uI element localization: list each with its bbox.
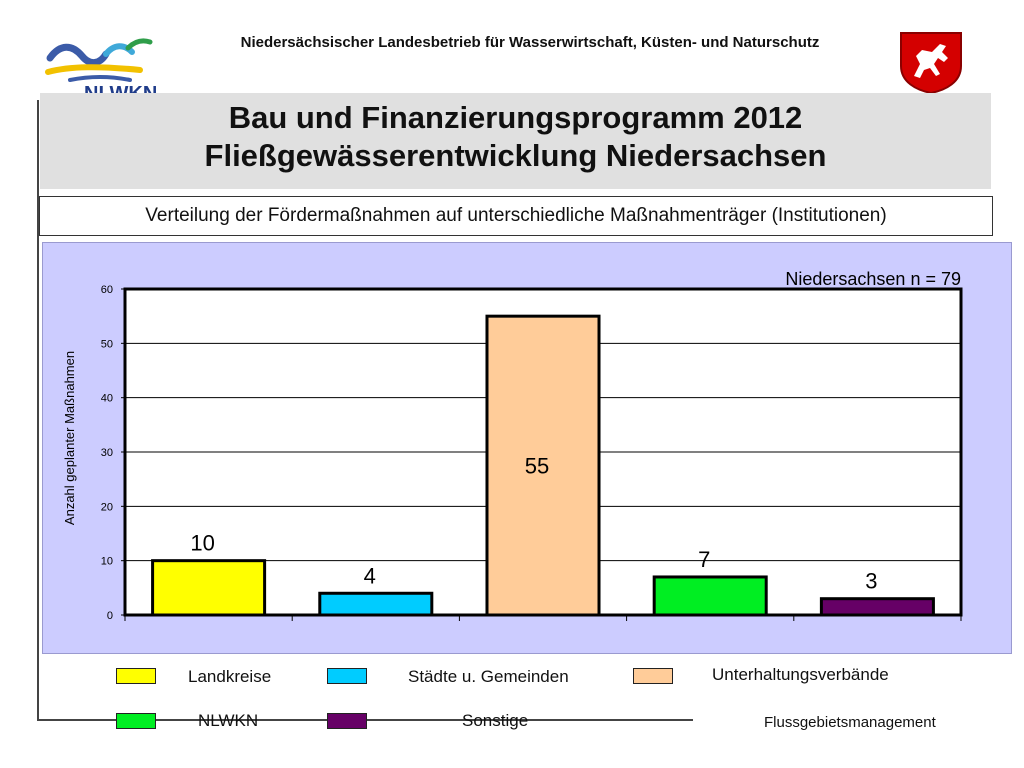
bar-nlwkn [652, 575, 768, 617]
plot-frame [123, 287, 963, 617]
left-border-line [37, 100, 39, 720]
footer-text: Flussgebietsmanagement [764, 714, 936, 731]
y-tick-label: 0 [107, 610, 113, 622]
data-label: 3 [865, 569, 877, 594]
chart-panel: 0 10 20 30 40 50 60 10 4 55 7 3 Niedersachsen n = 79… [42, 242, 1012, 654]
y-tick-label: 60 [101, 284, 113, 296]
bar-städte-u-gemeinden [318, 591, 434, 617]
saxon-horse-crest-icon [898, 30, 964, 95]
bar-sonstige [819, 597, 935, 617]
legend-label: NLWKN [198, 711, 259, 730]
legend-label: Sonstige [462, 711, 529, 730]
title-line-2: Fließgewässerentwicklung Niedersachsen [204, 138, 827, 173]
title-banner: Bau und Finanzierungsprogramm 2012 Fließ… [40, 93, 991, 189]
data-label: 55 [525, 454, 549, 479]
legend-swatch [327, 668, 367, 684]
title-line-1: Bau und Finanzierungsprogramm 2012 [228, 100, 803, 135]
organization-name: Niedersächsischer Landesbetrieb für Wass… [240, 34, 820, 51]
bar-landkreise [151, 559, 267, 617]
chart-subtitle: Verteilung der Fördermaßnahmen auf unter… [39, 196, 993, 236]
legend-label: Unterhaltungsverbände [712, 665, 889, 684]
y-tick-label: 20 [101, 501, 113, 513]
legend-swatch [116, 713, 156, 729]
bar-unterhaltungsverbände [485, 314, 601, 617]
chart-annotation: Niedersachsen n = 79 [785, 269, 961, 289]
data-label: 7 [698, 547, 710, 572]
y-tick-label: 30 [101, 447, 113, 459]
svg-text:NLWKN: NLWKN [84, 83, 157, 96]
bar-chart: 0 10 20 30 40 50 60 10 4 55 7 3 Niedersachsen n = 79… [62, 269, 963, 622]
data-label: 4 [364, 563, 376, 588]
y-tick-label: 10 [101, 556, 113, 568]
legend-swatch [327, 713, 367, 729]
legend-label: Landkreise [188, 667, 272, 686]
y-axis-label: Anzahl geplanter Maßnahmen [62, 351, 77, 525]
y-tick-label: 50 [101, 338, 113, 350]
legend-label: Städte u. Gemeinden [408, 667, 569, 686]
data-label: 10 [190, 531, 214, 556]
nlwkn-logo-icon: NLWKN [40, 30, 170, 96]
y-tick-label: 40 [101, 393, 113, 405]
legend-swatch [116, 668, 156, 684]
legend-swatch [633, 668, 673, 684]
